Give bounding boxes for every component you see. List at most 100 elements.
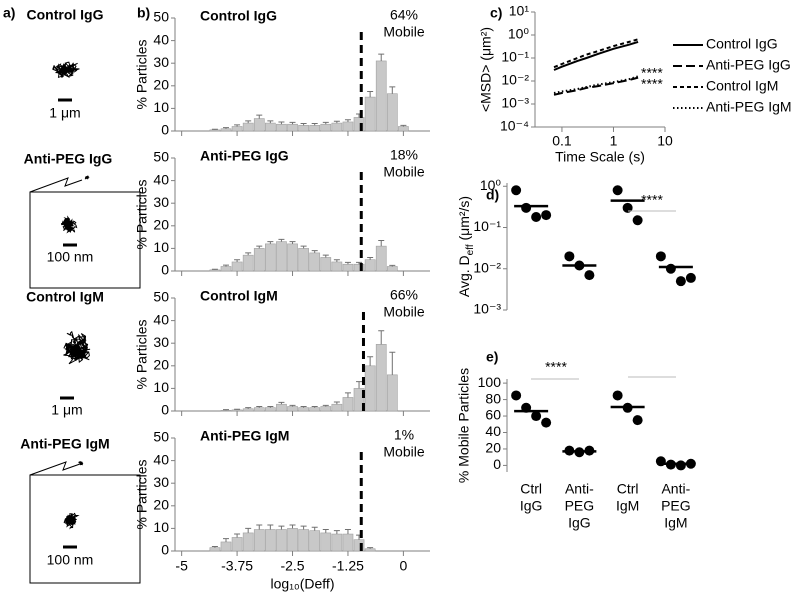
data-point xyxy=(521,202,532,213)
error-bar xyxy=(289,404,296,407)
bar xyxy=(220,266,232,272)
y-tick-label: 30 xyxy=(153,334,169,350)
error-bar xyxy=(322,121,329,125)
data-point xyxy=(531,211,542,222)
y-axis-label: % Particles xyxy=(134,179,150,249)
bar xyxy=(265,122,276,132)
bar xyxy=(242,122,254,132)
trajectory xyxy=(61,215,78,234)
bar xyxy=(298,529,309,552)
annotation: 64% xyxy=(390,7,418,23)
error-bar xyxy=(300,525,307,530)
y-tick-label: 10¹ xyxy=(509,3,530,19)
error-bar xyxy=(311,123,318,126)
bar xyxy=(309,407,321,412)
bar xyxy=(265,243,276,272)
y-tick-label: 0 xyxy=(161,122,169,138)
bar xyxy=(276,123,287,132)
panel-label: b) xyxy=(137,5,150,21)
error-bar xyxy=(333,120,340,124)
data-point xyxy=(665,263,676,274)
bar xyxy=(309,530,321,552)
bar xyxy=(364,365,376,412)
data-point xyxy=(655,251,666,262)
bar xyxy=(320,406,332,412)
bar xyxy=(242,532,254,552)
bar xyxy=(398,126,409,132)
bar xyxy=(309,125,321,132)
y-tick-label: 10 xyxy=(153,379,169,395)
x-tick-label: -2.5 xyxy=(280,558,304,574)
legend-label: Control IgG xyxy=(706,36,778,52)
error-bar xyxy=(300,245,307,249)
y-axis-label: Avg. Deff (μm²/s) xyxy=(456,196,476,297)
data-point xyxy=(675,276,686,287)
error-bar xyxy=(367,90,374,98)
x-tick-label: 0 xyxy=(399,558,407,574)
y-tick-label: 20 xyxy=(153,497,169,513)
y-tick-label: 20 xyxy=(153,357,169,373)
annotation: Mobile xyxy=(383,164,424,180)
y-tick-label: 20 xyxy=(153,217,169,233)
error-bar xyxy=(278,401,285,405)
annotation: **** xyxy=(641,65,663,81)
trajectory xyxy=(84,175,90,180)
bar xyxy=(320,123,332,132)
error-bar xyxy=(344,392,351,398)
bar xyxy=(375,344,387,412)
y-tick-label: 100 xyxy=(478,374,502,390)
scale-label: 1 μm xyxy=(51,402,82,418)
data-point xyxy=(675,460,686,471)
inset-connector xyxy=(29,461,81,476)
error-bar xyxy=(234,124,241,127)
error-bar xyxy=(378,330,385,345)
y-tick-label: 20 xyxy=(153,77,169,93)
bar xyxy=(331,533,343,552)
panel-label: e) xyxy=(486,349,498,365)
bar xyxy=(287,123,298,132)
bar xyxy=(242,254,254,272)
error-bar xyxy=(256,114,263,119)
x-tick-label: PEG xyxy=(565,498,595,514)
histogram-title: Anti-PEG IgG xyxy=(200,148,289,164)
data-point xyxy=(531,411,542,422)
bar xyxy=(265,529,276,552)
error-bar xyxy=(367,547,374,549)
y-axis-label-part: (μm²/s) xyxy=(456,196,472,245)
y-tick-label: 10 xyxy=(153,519,169,535)
annotation: **** xyxy=(641,192,663,208)
data-point xyxy=(584,270,595,281)
error-bar xyxy=(378,53,385,61)
y-tick-label: 40 xyxy=(153,451,169,467)
x-tick-label: IgG xyxy=(568,515,591,531)
trajectory-title: Control IgG xyxy=(27,7,104,23)
bar xyxy=(253,529,265,552)
error-bar xyxy=(356,261,363,265)
error-bar xyxy=(389,264,396,267)
y-tick-label: 10⁻² xyxy=(473,259,501,275)
y-tick-label: 10 xyxy=(153,239,169,255)
data-point xyxy=(564,251,575,262)
error-bar xyxy=(267,241,274,244)
inset-box xyxy=(29,191,141,289)
annotation: 1% xyxy=(394,427,414,443)
y-tick-label: 30 xyxy=(153,194,169,210)
y-tick-label: 10⁻³ xyxy=(501,95,529,111)
bar xyxy=(253,118,265,132)
y-tick-label: 40 xyxy=(485,423,501,439)
data-point xyxy=(632,415,643,426)
scale-label: 100 nm xyxy=(47,249,94,265)
bar xyxy=(298,248,309,272)
inset-connector xyxy=(29,177,83,193)
error-bar xyxy=(234,259,241,262)
inset-box xyxy=(29,474,141,584)
x-tick-label: IgM xyxy=(616,498,639,514)
error-bar xyxy=(300,405,307,408)
bar xyxy=(209,269,221,272)
panel-label: a) xyxy=(3,5,15,21)
data-point xyxy=(511,185,522,196)
panel-label: c) xyxy=(490,5,502,21)
bar xyxy=(386,374,398,412)
error-bar xyxy=(278,525,285,530)
